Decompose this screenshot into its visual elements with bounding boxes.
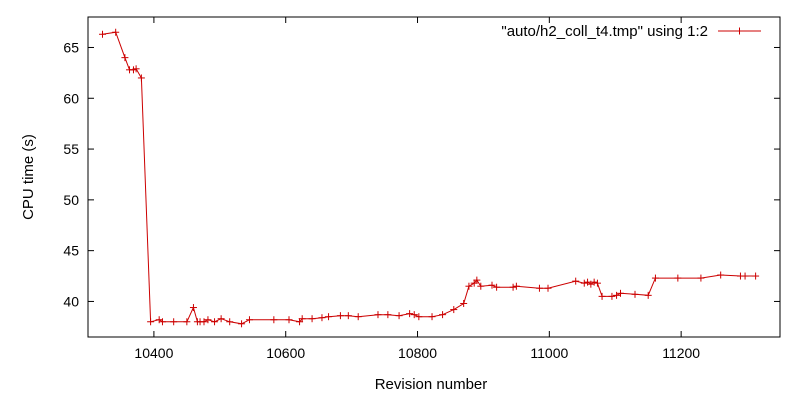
data-point [593,279,601,287]
data-point [137,74,145,82]
y-axis-title: CPU time (s) [20,134,37,220]
y-tick-label: 40 [63,293,79,309]
data-point [512,282,520,290]
data-point [590,278,598,286]
x-tick-label: 10400 [134,345,173,361]
data-point [598,292,606,300]
data-point [384,311,392,319]
series-layer [98,28,760,328]
data-point [406,310,414,318]
x-tick-label: 11200 [662,345,700,361]
data-point [493,283,501,291]
data-point [580,279,588,287]
data-point [544,284,552,292]
data-point [245,316,253,324]
y-tick-label: 45 [63,243,79,259]
data-point [535,284,543,292]
data-point [112,28,120,36]
data-point [450,306,458,314]
data-point [183,318,191,326]
data-point [741,272,749,280]
data-point [318,314,326,322]
data-point [717,271,725,279]
data-point [465,282,473,290]
data-point [617,289,625,297]
data-point [200,318,208,326]
data-point [428,313,436,321]
data-point [325,313,333,321]
legend: "auto/h2_coll_t4.tmp" using 1:2 [501,23,761,40]
legend-label: "auto/h2_coll_t4.tmp" using 1:2 [501,23,708,40]
data-point [697,274,705,282]
data-point [473,276,481,284]
x-axis-title: Revision number [375,376,488,393]
y-tick-label: 65 [63,39,79,55]
data-point [204,316,212,324]
data-point [374,311,382,319]
data-point [477,282,485,290]
data-point [211,318,219,326]
data-point [651,274,659,282]
data-point [488,281,496,289]
data-point [415,313,423,321]
data-point [308,315,316,323]
y-tick-label: 55 [63,141,79,157]
data-point [460,299,468,307]
ticks-layer: 40 45 50 55 60 65 10400 10600 10800 11000 11200 [63,17,780,361]
x-tick-label: 10600 [266,345,305,361]
data-point [121,54,129,62]
data-point [189,304,197,312]
data-point [270,316,278,324]
data-point [226,318,234,326]
data-point [674,274,682,282]
data-point [608,292,616,300]
y-tick-label: 60 [63,90,79,106]
plot-frame [87,16,781,338]
data-point [644,291,652,299]
legend-sample [718,27,761,35]
x-tick-label: 11000 [530,345,568,361]
data-point [285,316,293,324]
data-point [132,65,140,73]
data-point [410,311,418,319]
data-point [238,320,246,328]
data-point [509,283,517,291]
data-point [752,272,760,280]
data-point [98,30,106,38]
data-point [354,313,362,321]
data-point [439,311,447,319]
data-point [217,315,225,323]
y-tick-label: 50 [63,192,79,208]
x-tick-label: 10800 [398,345,437,361]
data-point [170,318,178,326]
data-point [572,277,580,285]
data-point [158,318,166,326]
data-point [613,291,621,299]
data-point [147,318,155,326]
data-point [336,312,344,320]
data-point [395,312,403,320]
data-point [631,290,639,298]
data-point [344,312,352,320]
data-point [298,315,306,323]
